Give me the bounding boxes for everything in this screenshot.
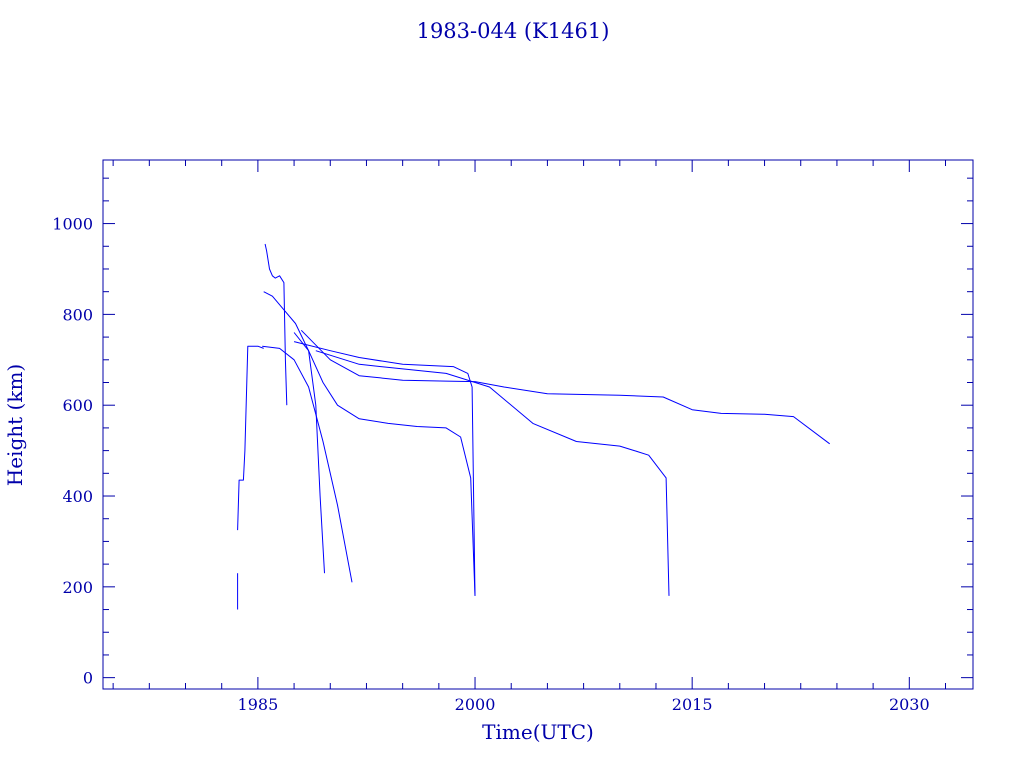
y-axis-label: Height (km) bbox=[3, 364, 27, 486]
series-line-8 bbox=[293, 332, 476, 596]
x-axis-label: Time(UTC) bbox=[482, 720, 594, 744]
x-tick-label: 1985 bbox=[238, 695, 279, 714]
axis-ticks bbox=[103, 160, 973, 689]
series-line-4 bbox=[263, 291, 325, 574]
plot-frame bbox=[102, 159, 974, 690]
y-tick-label: 0 bbox=[83, 669, 93, 688]
y-tick-label: 1000 bbox=[52, 215, 93, 234]
x-tick-label: 2015 bbox=[672, 695, 713, 714]
y-tick-label: 400 bbox=[62, 487, 93, 506]
series-line-7 bbox=[300, 329, 831, 445]
series-line-9 bbox=[315, 350, 670, 596]
x-tick-label: 2000 bbox=[455, 695, 496, 714]
data-series bbox=[237, 243, 831, 610]
chart-title: 1983-044 (K1461) bbox=[417, 19, 610, 43]
series-line-6 bbox=[293, 341, 476, 596]
series-line-2 bbox=[237, 345, 264, 531]
x-tick-label: 2030 bbox=[889, 695, 930, 714]
y-tick-label: 200 bbox=[62, 578, 93, 597]
tick-labels: 0 200 400 600 800 1000 1985 2000 2015 2030 bbox=[52, 215, 929, 714]
series-line-5 bbox=[262, 345, 353, 583]
series-line-3 bbox=[264, 243, 288, 406]
y-tick-label: 800 bbox=[62, 305, 93, 324]
y-tick-label: 600 bbox=[62, 396, 93, 415]
